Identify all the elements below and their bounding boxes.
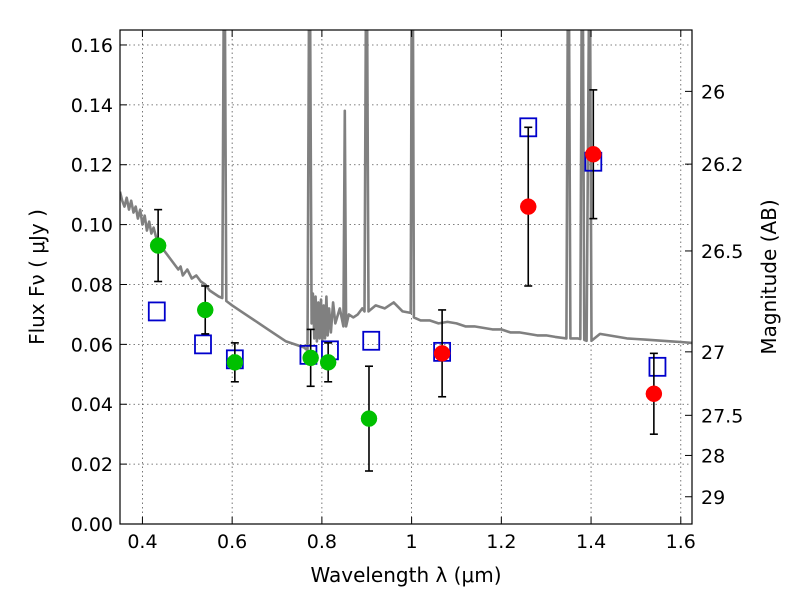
y-tick-label: 0.00 — [71, 514, 113, 536]
y-tick-label: 0.08 — [71, 274, 113, 296]
model-photometry-square — [362, 330, 381, 351]
mag-tick-label: 28 — [701, 445, 725, 467]
y-axis-label: Flux Fν ( μJy ) — [25, 209, 49, 345]
optical-data-point — [226, 354, 244, 371]
data-points-layer — [147, 89, 667, 472]
nir-data-point — [433, 345, 451, 362]
optical-data-point — [196, 301, 214, 319]
optical-data-point — [302, 349, 319, 367]
mag-tick-label: 27.5 — [701, 405, 743, 427]
axis-ticks: 0.4 0.6 0.8 1 1.2 1.4 1.6 0.00 0.02 0.04 0.06 0.08 0… — [71, 30, 743, 553]
x-tick-label: 1.4 — [576, 531, 606, 553]
right-axis-label: Magnitude (AB) — [757, 199, 781, 354]
model-spectrum-layer — [120, 30, 692, 352]
mag-tick-label: 26.5 — [701, 241, 743, 263]
model-photometry-square — [194, 334, 212, 355]
x-tick-label: 0.8 — [307, 531, 337, 553]
model-photometry-square — [648, 356, 667, 377]
model-spectrum-line — [120, 30, 692, 352]
x-tick-label: 1.2 — [486, 531, 516, 553]
optical-data-point — [360, 410, 378, 427]
nir-data-point — [520, 198, 537, 215]
mag-tick-label: 26 — [701, 81, 725, 103]
y-tick-label: 0.06 — [71, 334, 113, 356]
model-photometry-square — [147, 301, 166, 322]
y-tick-label: 0.02 — [71, 454, 113, 476]
nir-data-point — [645, 385, 663, 403]
y-tick-label: 0.14 — [71, 95, 113, 117]
x-tick-label: 1.6 — [666, 531, 696, 553]
mag-tick-label: 26.2 — [701, 154, 743, 176]
optical-data-point — [149, 237, 167, 254]
mag-tick-label: 29 — [701, 487, 725, 509]
y-tick-label: 0.04 — [71, 394, 113, 416]
optical-data-point — [319, 354, 337, 371]
y-tick-label: 0.10 — [71, 215, 113, 237]
x-tick-label: 0.6 — [217, 531, 247, 553]
nir-data-point — [585, 145, 602, 163]
x-axis-label: Wavelength λ (μm) — [310, 563, 501, 587]
y-tick-label: 0.12 — [71, 155, 113, 177]
x-tick-label: 1 — [406, 531, 418, 553]
y-tick-label: 0.16 — [71, 35, 113, 57]
mag-tick-label: 27 — [701, 342, 725, 364]
plot-frame — [119, 29, 693, 525]
x-tick-label: 0.4 — [127, 531, 157, 553]
